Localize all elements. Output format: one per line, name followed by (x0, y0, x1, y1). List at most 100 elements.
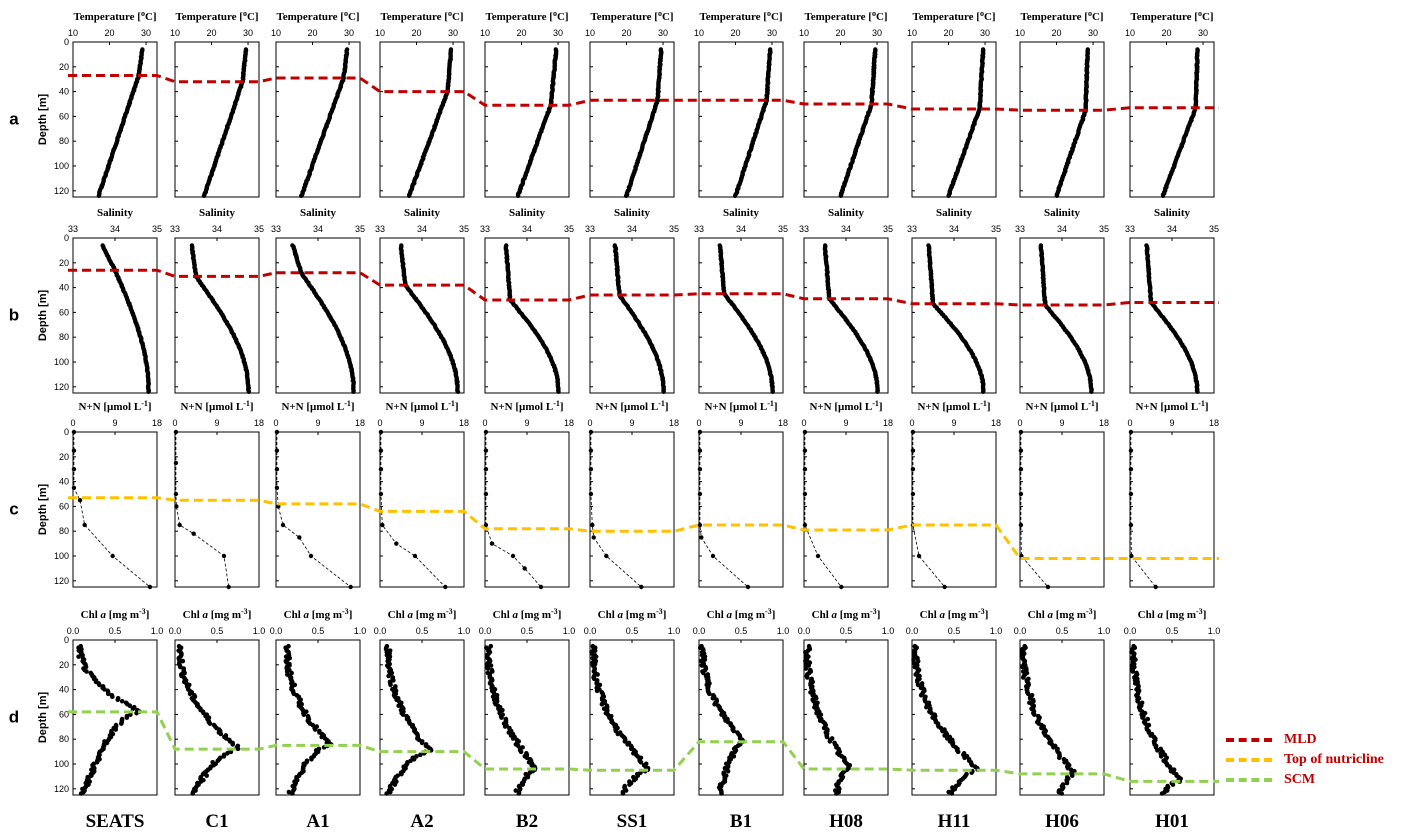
profile-line-c-H06 (1020, 432, 1049, 588)
data-point-d-B2 (516, 791, 522, 796)
panel-frame-d-SS1 (589, 639, 675, 796)
data-point-c-C1-0 (173, 429, 179, 435)
data-point-d-SEATS (115, 697, 121, 703)
data-point-c-H06-2 (1018, 467, 1024, 472)
panel-frame-a-C1 (174, 41, 260, 198)
panel-frame-a-H06 (1019, 41, 1105, 198)
x-tick-label-b-SEATS-2: 35 (152, 224, 162, 234)
x-axis-label-b-SEATS: Salinity (97, 207, 134, 219)
data-point-d-C1 (190, 791, 196, 796)
data-point-c-SS1-1 (588, 448, 594, 453)
x-axis-label-c-H06: N+N [µmol L-1] (1025, 399, 1098, 413)
data-point-d-A2 (386, 673, 391, 679)
data-point-c-SS1-5 (591, 535, 596, 540)
data-point-a-H06 (1054, 193, 1060, 198)
x-axis-label-d-A1: Chl a [mg m-3] (284, 607, 353, 621)
data-point-c-SS1-0 (588, 429, 594, 435)
data-point-d-H06 (1069, 773, 1075, 778)
data-point-d-H06 (1064, 780, 1070, 786)
y-tick-label-a-0: 0 (64, 37, 69, 47)
x-tick-label-c-A1-1: 9 (315, 418, 320, 428)
x-tick-label-b-B2-1: 34 (522, 224, 532, 234)
data-point-a-SS1 (623, 193, 629, 198)
row-letter-b: b (9, 306, 19, 325)
x-tick-label-d-A2-1: 0.5 (416, 626, 429, 636)
panel-frame-a-B1 (698, 41, 784, 198)
data-point-c-SS1-7 (639, 584, 644, 590)
x-tick-label-c-A1-0: 0 (273, 418, 278, 428)
y-tick-label-d-60: 60 (59, 709, 69, 719)
x-tick-label-d-B2-0: 0.0 (479, 626, 492, 636)
x-tick-label-d-H01-0: 0.0 (1124, 626, 1137, 636)
y-tick-label-d-80: 80 (59, 734, 69, 744)
data-point-d-B1 (725, 768, 731, 774)
data-point-c-SEATS-7 (147, 584, 153, 590)
legend-swatch-scm (1226, 778, 1272, 782)
x-tick-label-b-C1-2: 35 (254, 224, 264, 234)
data-point-c-B1-3 (697, 491, 703, 497)
data-point-d-H06 (1056, 755, 1062, 761)
y-tick-label-a-120: 120 (54, 186, 69, 196)
y-tick-label-c-0: 0 (64, 427, 69, 437)
y-tick-label-b-80: 80 (59, 332, 69, 342)
x-tick-label-d-SEATS-1: 0.5 (109, 626, 122, 636)
data-point-c-A1-1 (274, 448, 280, 453)
data-point-d-SEATS (119, 721, 124, 726)
y-axis-label-c: Depth [m] (37, 484, 49, 536)
x-tick-label-c-H01-2: 18 (1209, 418, 1219, 428)
data-point-c-H06-0 (1018, 429, 1024, 435)
x-tick-label-b-B2-0: 33 (480, 224, 490, 234)
station-label-H11: H11 (938, 811, 971, 832)
data-point-c-B2-7 (522, 566, 527, 571)
data-point-c-C1-5 (191, 531, 196, 536)
station-label-H06: H06 (1045, 811, 1079, 832)
data-point-d-SEATS (124, 715, 130, 720)
panel-frame-c-C1 (174, 431, 260, 588)
x-tick-label-c-A1-2: 18 (355, 418, 365, 428)
data-point-c-H01-1 (1128, 448, 1134, 453)
panel-frame-d-H06 (1019, 639, 1105, 796)
x-axis-label-a-H06: Temperature [oC] (1020, 9, 1103, 23)
x-tick-label-d-SS1-1: 0.5 (626, 626, 639, 636)
panel-frame-a-H01 (1129, 41, 1215, 198)
data-point-d-C1 (204, 773, 209, 778)
x-tick-label-a-B2-2: 30 (553, 28, 563, 38)
x-tick-label-b-B2-2: 35 (564, 224, 574, 234)
x-tick-label-a-A2-1: 20 (412, 28, 422, 38)
data-point-d-H11 (955, 749, 961, 755)
x-tick-label-c-SEATS-2: 18 (152, 418, 162, 428)
panel-frame-a-A2 (379, 41, 465, 198)
x-tick-label-a-H06-1: 20 (1052, 28, 1062, 38)
data-point-d-SS1 (620, 791, 626, 796)
x-axis-label-b-C1: Salinity (199, 207, 236, 219)
x-tick-label-b-H01-2: 35 (1209, 224, 1219, 234)
x-tick-label-a-H06-2: 30 (1088, 28, 1098, 38)
data-point-c-C1-1 (173, 460, 179, 466)
x-tick-label-a-SS1-1: 20 (622, 28, 632, 38)
y-axis-label-d: Depth [m] (37, 692, 49, 744)
x-axis-label-b-H08: Salinity (828, 207, 865, 219)
x-tick-label-a-A1-2: 30 (344, 28, 354, 38)
panel-frame-a-SS1 (589, 41, 675, 198)
y-tick-label-a-100: 100 (54, 161, 69, 171)
legend-item-scm: SCM (1226, 770, 1416, 790)
x-tick-label-d-B1-2: 1.0 (777, 626, 790, 636)
legend-label-mld: MLD (1284, 732, 1317, 747)
y-tick-label-d-20: 20 (59, 660, 69, 670)
y-tick-label-b-20: 20 (59, 258, 69, 268)
data-point-c-A2-2 (378, 467, 384, 472)
data-point-c-H08-1 (802, 448, 808, 453)
data-point-c-B2-8 (538, 584, 544, 590)
x-tick-label-b-H11-1: 34 (949, 224, 959, 234)
x-axis-label-a-A2: Temperature [oC] (380, 9, 463, 23)
x-tick-label-c-H06-0: 0 (1017, 418, 1022, 428)
panel-frame-c-H11 (911, 431, 997, 588)
x-tick-label-b-A1-1: 34 (313, 224, 323, 234)
x-tick-label-d-SS1-0: 0.0 (584, 626, 597, 636)
x-tick-label-b-SS1-2: 35 (669, 224, 679, 234)
data-point-c-SS1-2 (588, 467, 594, 472)
station-label-H08: H08 (829, 811, 863, 832)
data-point-d-B2 (499, 715, 504, 720)
x-tick-label-a-A1-0: 10 (271, 28, 281, 38)
panel-frame-d-H11 (911, 639, 997, 796)
